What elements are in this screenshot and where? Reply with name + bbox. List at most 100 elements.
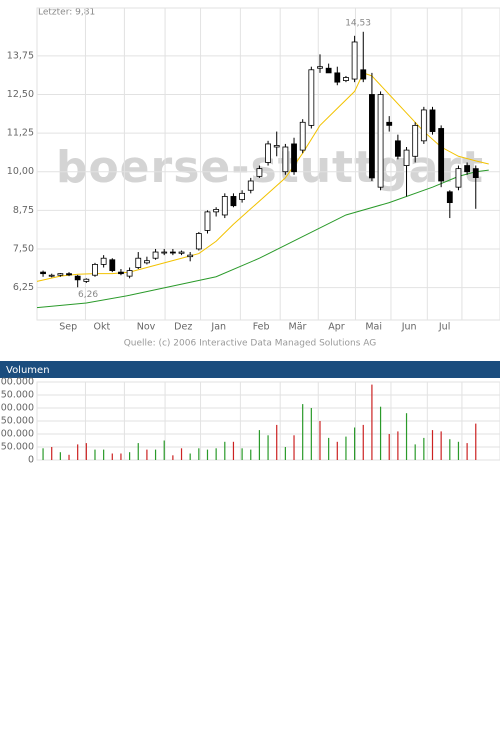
candle-body [57,273,64,276]
volume-bar [198,448,200,460]
y-tick-label: 13,75 [7,50,34,61]
candle-body [386,121,393,126]
volume-bar [137,443,139,460]
candle-body [92,263,98,276]
volume-bar [146,449,148,460]
volume-bar [440,431,442,460]
candle-body [247,180,254,191]
candle-body [308,69,315,126]
volume-bar [250,449,252,460]
candle-body [265,143,271,163]
x-tick-label: Feb [253,322,270,333]
volume-bar [206,449,209,460]
candle-body [377,94,384,188]
source: Quelle: (c) 2006 Interactive Data Manage… [124,339,377,349]
y-tick-label: 250.000 [0,390,34,401]
volume-bar [276,424,278,460]
candle-body [317,66,323,69]
candle-body [126,270,133,277]
volume-bar [284,447,286,460]
volume-bar [457,441,460,460]
volume-bar [241,448,243,460]
volume-title: Volumen [6,365,50,376]
x-tick-label: Sep [59,322,77,333]
candle-body [74,275,81,281]
candle-body [464,165,471,173]
x-tick-label: Jun [401,322,417,333]
volume-bar [362,424,364,460]
volume-bar [42,448,44,460]
annotation: 14,53 [345,18,371,28]
x-tick-label: Dez [174,322,192,333]
y-tick-label: 50.000 [1,442,34,453]
candle-body [221,196,228,216]
y-tick-label: 11,25 [7,128,34,139]
volume-bar [154,449,157,460]
candle-body [239,192,246,200]
y-tick-label: 150.000 [0,416,34,427]
candle-body [438,128,445,182]
candle-body [83,278,90,282]
volume-bar [103,449,105,460]
candle-body [273,145,280,148]
volume-bar [215,448,217,460]
volume-bar [475,423,477,460]
y-tick-label: 12,50 [7,89,34,100]
candle-body [334,72,341,83]
x-tick-label: Okt [94,322,111,333]
volume-bar [180,448,183,460]
y-tick-label: 6,25 [13,282,34,293]
candle-body [360,69,367,80]
volume-bar [258,430,261,460]
volume-bar [345,436,347,460]
y-tick-label: 300.000 [0,377,34,388]
y-tick-label: 10,00 [7,166,34,177]
candle-body [48,274,55,277]
candle-body [178,251,185,254]
volume-bar [397,431,399,460]
candle-body [187,254,194,258]
volume-bar [267,435,269,460]
volume-bar [405,413,408,460]
candle-body [40,271,46,275]
volume-bar [431,430,434,460]
candle-body [282,146,289,173]
candle-body [135,257,142,268]
candle-body [429,109,436,132]
candle-body [109,259,116,271]
x-tick-label: Mai [365,322,382,333]
y-tick-label: 7,50 [13,243,34,254]
volume-bar [414,444,416,460]
candle-body [152,251,159,259]
x-tick-label: Jan [210,322,226,333]
volume-bar [51,447,53,460]
volume-bar [328,437,330,460]
annotation: 6,26 [78,290,98,300]
candle-body [369,94,375,179]
volume-bar [354,427,356,460]
volume-bar [94,449,96,460]
candle-body [446,191,453,204]
candle-body [455,168,462,188]
volume-bar [189,453,191,460]
candle-body [161,251,168,254]
volume-bar [319,421,321,460]
candle-body [325,67,332,74]
volume-bar [336,441,338,460]
x-tick-label: Apr [328,322,345,333]
volume-bar [77,444,79,460]
candle-body [213,209,220,213]
candle-body [394,140,401,157]
x-tick-label: Nov [137,322,156,333]
volume-header [0,361,500,378]
candle-body [195,233,202,250]
candle-body [118,271,124,275]
candle-body [291,143,297,173]
volume-bar [59,452,61,460]
candle-body [100,257,107,265]
volume-bar [68,454,70,460]
volume-bar [302,404,304,460]
last-price: Letzter: 9,81 [38,8,95,18]
